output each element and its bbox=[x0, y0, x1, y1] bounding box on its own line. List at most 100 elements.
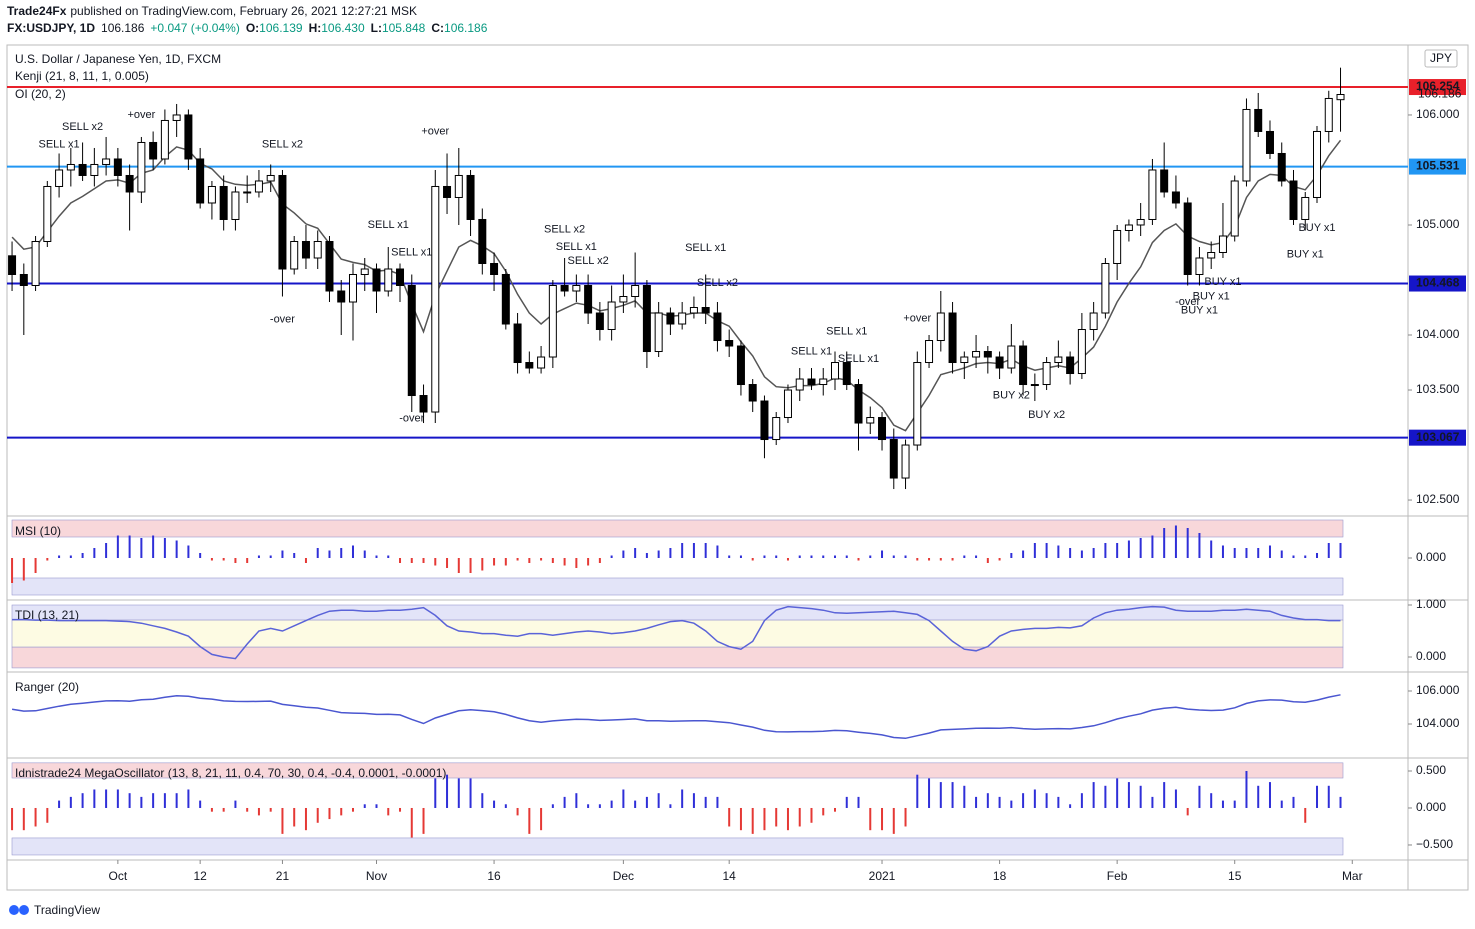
candle-body bbox=[501, 273, 510, 325]
histogram-bar bbox=[1139, 538, 1142, 558]
histogram-bar bbox=[351, 545, 354, 558]
pane-title: MSI (10) bbox=[15, 524, 61, 538]
histogram-bar bbox=[1057, 796, 1060, 808]
histogram-bar bbox=[46, 807, 49, 823]
publish-line: Trade24Fx published on TradingView.com, F… bbox=[7, 4, 417, 18]
signal-label: -over bbox=[270, 314, 295, 326]
histogram-bar bbox=[1163, 782, 1166, 808]
candle-body bbox=[278, 174, 287, 270]
indicator-line bbox=[12, 605, 1341, 660]
histogram-bar bbox=[410, 807, 413, 838]
candle-body bbox=[196, 158, 205, 204]
histogram-bar bbox=[410, 558, 413, 563]
histogram-bar bbox=[1045, 543, 1048, 558]
candle-body bbox=[149, 141, 158, 160]
histogram-bar bbox=[798, 807, 801, 827]
ohlc-label: L: bbox=[371, 21, 382, 35]
histogram-bar bbox=[516, 807, 519, 816]
symbol-title: U.S. Dollar / Japanese Yen, 1D, FXCM bbox=[15, 52, 221, 66]
candle-body bbox=[995, 356, 1004, 369]
candle-body bbox=[1183, 202, 1192, 275]
candle-body bbox=[760, 400, 769, 441]
candle-body bbox=[254, 180, 263, 193]
histogram-bar bbox=[1245, 770, 1248, 808]
histogram-bar bbox=[563, 796, 566, 808]
histogram-bar bbox=[551, 804, 554, 808]
histogram-bar bbox=[387, 555, 390, 558]
histogram-bar bbox=[1233, 800, 1236, 808]
histogram-bar bbox=[1151, 535, 1154, 558]
histogram-bar bbox=[575, 793, 578, 808]
footer: TradingView bbox=[34, 903, 100, 917]
histogram-bar bbox=[1069, 804, 1072, 808]
price-tag bbox=[1409, 79, 1466, 96]
histogram-bar bbox=[963, 555, 966, 558]
candle-body bbox=[878, 417, 887, 441]
histogram-bar bbox=[222, 807, 225, 812]
candle-body bbox=[725, 340, 734, 347]
histogram-bar bbox=[363, 804, 366, 808]
candle-body bbox=[1207, 251, 1216, 259]
histogram-bar bbox=[81, 553, 84, 558]
histogram-bar bbox=[998, 558, 1001, 561]
x-tick-label: Mar bbox=[1342, 869, 1363, 883]
x-tick-label: Nov bbox=[366, 869, 387, 883]
candle-body bbox=[419, 395, 428, 413]
histogram-bar bbox=[657, 550, 660, 558]
signal-label: -over bbox=[399, 413, 424, 425]
histogram-bar bbox=[1022, 793, 1025, 808]
candle-body bbox=[595, 312, 604, 331]
ohlc-value: 106.139 bbox=[259, 21, 303, 35]
histogram-bar bbox=[1257, 785, 1260, 808]
price-tag-label: 104.468 bbox=[1416, 276, 1460, 290]
histogram-bar bbox=[93, 548, 96, 558]
histogram-bar bbox=[152, 535, 155, 558]
histogram-bar bbox=[657, 793, 660, 808]
signal-label: +over bbox=[421, 125, 449, 137]
candle-body bbox=[431, 185, 440, 413]
histogram-bar bbox=[822, 807, 825, 816]
histogram-bar bbox=[786, 558, 789, 561]
histogram-bar bbox=[1092, 548, 1095, 558]
histogram-bar bbox=[516, 558, 519, 561]
histogram-bar bbox=[1292, 796, 1295, 808]
candle-body bbox=[1030, 384, 1039, 387]
histogram-bar bbox=[199, 800, 202, 808]
y-tick-label: 104.000 bbox=[1416, 327, 1460, 341]
signal-label: SELL x1 bbox=[38, 139, 79, 151]
signal-label: SELL x1 bbox=[791, 345, 832, 357]
candle-body bbox=[219, 185, 228, 220]
signal-label: SELL x2 bbox=[262, 139, 303, 151]
histogram-bar bbox=[704, 796, 707, 808]
candle-body bbox=[972, 351, 981, 358]
currency[interactable]: JPY bbox=[1430, 51, 1452, 65]
histogram-bar bbox=[34, 558, 37, 573]
ohlc-value: 106.430 bbox=[321, 21, 365, 35]
candle-body bbox=[913, 362, 922, 446]
signal-label: SELL x2 bbox=[568, 255, 609, 267]
histogram-bar bbox=[1033, 789, 1036, 808]
candle-body bbox=[360, 268, 369, 275]
histogram-bar bbox=[634, 548, 637, 558]
histogram-bar bbox=[316, 807, 319, 823]
histogram-bar bbox=[234, 558, 237, 563]
histogram-bar bbox=[316, 548, 319, 558]
y-tick-label: 0.000 bbox=[1416, 649, 1446, 663]
histogram-bar bbox=[93, 789, 96, 808]
histogram-bar bbox=[763, 555, 766, 558]
histogram-bar bbox=[140, 796, 143, 808]
price: 106.186 bbox=[101, 21, 145, 35]
candle-body bbox=[55, 169, 64, 187]
kenji-legend: Kenji (21, 8, 11, 1, 0.005) bbox=[15, 69, 149, 83]
histogram-bar bbox=[833, 807, 836, 812]
histogram-bar bbox=[810, 555, 813, 558]
histogram-bar bbox=[1127, 540, 1130, 558]
ohlc-label: O: bbox=[246, 21, 259, 35]
candle-body bbox=[384, 268, 393, 292]
currency-box[interactable] bbox=[1424, 49, 1458, 68]
candle-body bbox=[936, 312, 945, 342]
histogram-bar bbox=[775, 555, 778, 558]
histogram-bar bbox=[222, 558, 225, 561]
histogram-bar bbox=[187, 545, 190, 558]
histogram-bar bbox=[105, 789, 108, 808]
